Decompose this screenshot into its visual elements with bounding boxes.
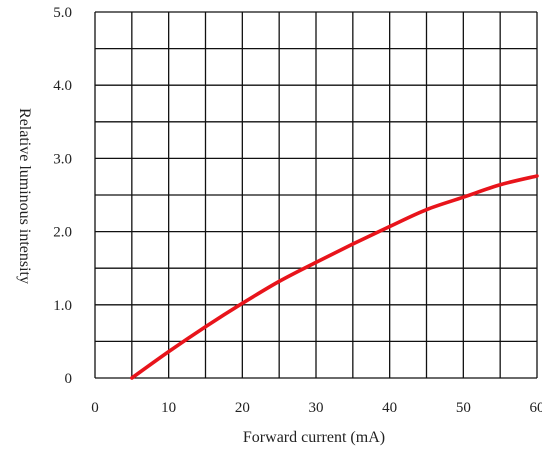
y-tick-label: 5.0	[53, 5, 72, 21]
x-tick-label: 30	[309, 400, 324, 416]
x-tick-label: 10	[161, 400, 176, 416]
x-axis-label: Forward current (mA)	[243, 429, 385, 446]
y-tick-label: 4.0	[53, 78, 72, 94]
y-tick-label: 1.0	[53, 298, 72, 314]
tick-labels: 0 10 20 30 40 50 60 0 1.0 2.0 3.0 4.0 5.0	[53, 5, 542, 416]
y-axis-label: Relative luminous intensity	[16, 108, 33, 284]
chart-grid	[94, 11, 538, 379]
chart-series	[130, 174, 539, 380]
y-tick-label: 2.0	[53, 225, 72, 241]
x-tick-label: 50	[456, 400, 471, 416]
x-tick-label: 40	[382, 400, 397, 416]
x-tick-label: 0	[91, 400, 99, 416]
x-tick-label: 20	[235, 400, 250, 416]
y-tick-label: 0	[65, 371, 73, 387]
y-tick-label: 3.0	[53, 151, 72, 167]
series-line	[130, 174, 539, 380]
x-tick-label: 60	[530, 400, 542, 416]
